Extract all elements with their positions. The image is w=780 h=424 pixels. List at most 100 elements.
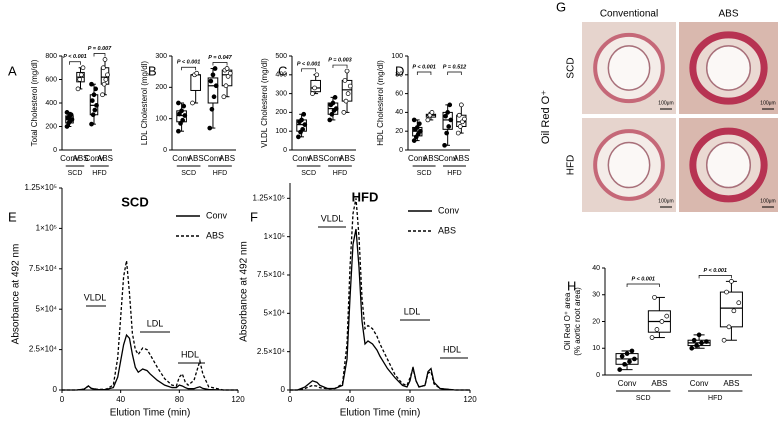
data-point	[212, 66, 218, 71]
y-tick-label: 400	[275, 72, 287, 79]
column-label: Conventional	[600, 9, 658, 20]
y-tick-label: 1.25×10⁵	[25, 183, 57, 192]
data-point	[659, 319, 665, 324]
data-point	[332, 95, 338, 100]
data-point	[75, 86, 81, 92]
y-tick-label: 0	[53, 385, 58, 394]
group-label: HFD	[333, 170, 347, 177]
annotation: LDL	[404, 306, 421, 316]
data-point	[101, 81, 107, 87]
data-point	[444, 130, 449, 136]
p-value: P < 0.001	[177, 60, 201, 66]
data-point	[299, 117, 304, 123]
x-tick-label: 40	[346, 395, 355, 404]
x-tick-label: Conv	[324, 154, 343, 163]
data-point	[69, 117, 75, 122]
y-tick-label: 2.5×10⁴	[257, 347, 286, 356]
data-point	[736, 300, 742, 306]
data-point	[179, 108, 184, 114]
data-point	[457, 124, 463, 129]
p-value: P < 0.001	[631, 276, 655, 282]
data-point	[442, 142, 447, 148]
legend-label: Conv	[438, 205, 460, 215]
data-point	[80, 65, 86, 71]
x-tick-label: Conv	[618, 379, 637, 388]
data-point	[627, 359, 632, 364]
data-point	[622, 361, 627, 367]
y-axis-label: Absorbance at 492 nm	[11, 244, 22, 345]
group-label: HFD	[92, 170, 106, 177]
data-point	[729, 279, 734, 284]
scale-label: 100μm	[760, 100, 775, 106]
y-tick-label: 0	[53, 147, 57, 154]
y-tick-label: 1×10⁵	[36, 224, 57, 233]
data-point	[731, 308, 737, 314]
data-point	[105, 72, 110, 78]
group-label: HFD	[213, 170, 227, 177]
series-line	[290, 228, 470, 391]
scale-label: 100μm	[760, 198, 775, 204]
y-axis-label: Oil Red O⁺ area	[563, 292, 572, 350]
y-tick-label: 40	[395, 109, 403, 116]
y-tick-label: 100	[275, 128, 287, 135]
p-bracket	[301, 68, 317, 72]
x-tick-label: 80	[175, 395, 184, 404]
lumen	[607, 141, 651, 189]
data-point	[209, 106, 215, 112]
series-line	[62, 333, 238, 391]
p-bracket	[69, 61, 81, 65]
data-point	[632, 356, 637, 362]
y-tick-label: 7.5×10⁴	[257, 270, 286, 279]
y-tick-label: 300	[275, 90, 287, 97]
y-tick-label: 20	[395, 128, 403, 135]
x-tick-label: ABS	[453, 154, 469, 163]
legend-label: ABS	[206, 230, 224, 240]
lumen	[705, 45, 752, 91]
data-point	[425, 117, 431, 123]
data-point	[190, 100, 195, 106]
data-point	[68, 112, 74, 118]
p-bracket	[93, 53, 106, 57]
data-point	[347, 83, 353, 89]
y-tick-label: 60	[395, 90, 403, 97]
y-tick-label: 100	[391, 53, 403, 60]
y-tick-label: 0	[163, 147, 167, 154]
row-label: SCD	[566, 57, 577, 78]
lumen	[607, 45, 651, 91]
data-point	[180, 117, 186, 123]
data-point	[343, 98, 349, 104]
annotation: LDL	[147, 318, 164, 328]
x-tick-label: 120	[463, 395, 477, 404]
data-point	[629, 348, 635, 354]
panel-letter: E	[8, 209, 17, 224]
y-tick-label: 0	[281, 385, 286, 394]
y-axis-label: VLDL Cholesterol (mg/dl)	[260, 58, 269, 148]
y-tick-label: 1×10⁵	[264, 232, 285, 241]
y-tick-label: 20	[592, 318, 600, 325]
x-tick-label: Conv	[60, 154, 79, 163]
x-tick-label: Conv	[292, 154, 311, 163]
p-bracket	[416, 71, 432, 75]
scale-label: 100μm	[658, 198, 673, 204]
y-tick-label: 1.25×10⁵	[253, 193, 285, 202]
y-tick-label: 30	[592, 292, 600, 299]
data-point	[224, 66, 230, 71]
box	[190, 74, 201, 91]
row-label: HFD	[566, 155, 577, 176]
y-tick-label: 600	[45, 76, 57, 83]
p-bracket	[626, 283, 660, 287]
panel-letter: C	[278, 63, 287, 78]
column-label: ABS	[718, 9, 738, 20]
y-tick-label: 0	[283, 147, 287, 154]
data-point	[91, 92, 97, 98]
data-point	[342, 78, 348, 83]
x-tick-label: ABS	[188, 154, 204, 163]
data-point	[94, 102, 99, 108]
data-point	[694, 343, 699, 348]
p-value: P < 0.001	[704, 268, 728, 274]
data-point	[182, 113, 188, 118]
data-point	[411, 117, 417, 123]
data-point	[301, 111, 307, 117]
